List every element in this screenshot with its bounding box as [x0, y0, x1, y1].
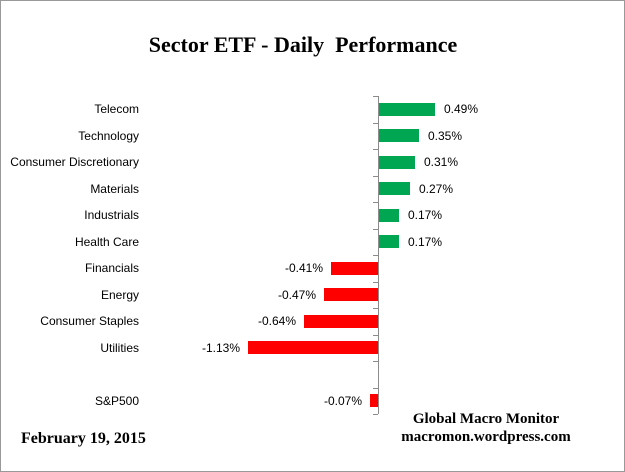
category-label: Industrials [84, 208, 139, 222]
value-label: 0.17% [408, 208, 443, 222]
footer-brand: Global Macro Monitor macromon.wordpress.… [401, 410, 570, 446]
axis-tick [373, 229, 378, 230]
bar-negative [248, 341, 378, 354]
category-label: Financials [84, 261, 139, 275]
axis-tick [373, 361, 378, 362]
category-label: Utilities [100, 341, 139, 355]
category-label: Materials [90, 182, 139, 196]
axis-tick [373, 96, 378, 97]
value-label: 0.17% [408, 235, 443, 249]
category-label: Energy [100, 288, 139, 302]
axis-tick [373, 335, 378, 336]
footer-brand-line1: Global Macro Monitor [412, 411, 560, 427]
bar-negative [324, 288, 378, 301]
axis-tick [373, 202, 378, 203]
axis-tick [373, 388, 378, 389]
category-label: Consumer Staples [40, 314, 139, 328]
value-label: 0.27% [419, 182, 454, 196]
category-label: S&P500 [94, 394, 139, 408]
bar-negative [304, 315, 378, 328]
category-label: Consumer Discretionary [10, 155, 139, 169]
value-label: 0.49% [444, 102, 479, 116]
value-label: -0.47% [277, 288, 316, 302]
bar-positive [379, 209, 399, 222]
value-label: -0.07% [323, 394, 362, 408]
value-label: 0.35% [428, 129, 463, 143]
axis-tick [373, 149, 378, 150]
value-label: -0.41% [284, 261, 323, 275]
axis-tick [373, 308, 378, 309]
axis-tick [373, 282, 378, 283]
chart-title: Sector ETF - Daily Performance [148, 32, 458, 57]
category-label: Health Care [74, 235, 139, 249]
bar-positive [379, 182, 410, 195]
bar-positive [379, 235, 399, 248]
axis-tick [373, 255, 378, 256]
axis-tick [373, 176, 378, 177]
footer-date: February 19, 2015 [21, 430, 146, 447]
bar-negative [331, 262, 378, 275]
value-label: -0.64% [257, 314, 296, 328]
value-label: -1.13% [201, 341, 240, 355]
axis-tick [373, 414, 378, 415]
category-label: Technology [78, 129, 139, 143]
category-label: Telecom [94, 102, 139, 116]
value-label: 0.31% [424, 155, 459, 169]
bar-positive [379, 129, 419, 142]
axis-tick [373, 123, 378, 124]
footer-brand-line2: macromon.wordpress.com [401, 429, 571, 445]
value-axis [378, 96, 379, 414]
bar-positive [379, 103, 435, 116]
bar-positive [379, 156, 415, 169]
bar-negative [370, 394, 378, 407]
